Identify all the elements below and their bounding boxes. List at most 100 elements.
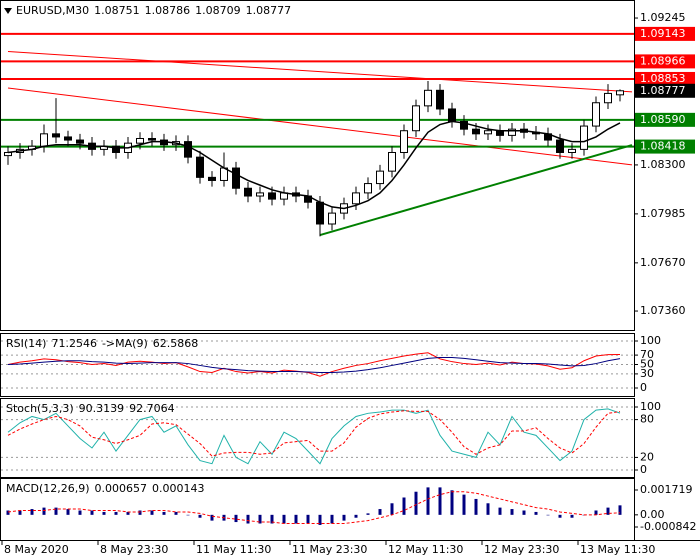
candle-body — [400, 130, 408, 153]
candle-body — [568, 148, 576, 153]
header-part: 71.2546 — [51, 337, 97, 350]
header-part: MACD(12,26,9) — [6, 482, 90, 495]
macd-bar — [498, 507, 502, 515]
macd-bar — [6, 510, 10, 515]
macd-bar — [342, 514, 346, 521]
macd-bar — [198, 514, 202, 518]
trend-line — [7, 87, 633, 166]
macd-bar — [282, 514, 286, 524]
macd-bar — [366, 513, 370, 515]
macd-bar — [378, 509, 382, 515]
candle-body — [556, 139, 564, 153]
header-part: 90.3139 — [79, 402, 125, 415]
candle-body — [592, 102, 600, 127]
candle-body — [76, 139, 84, 144]
macd-bar — [486, 503, 490, 515]
panel-header: RSI(14) 71.2546 ->MA(9) 62.5868 — [6, 337, 198, 350]
panel-header: MACD(12,26,9) 0.000657 0.000143 — [6, 482, 205, 495]
trend-line — [7, 50, 633, 93]
y-tick-label: 0.00 — [640, 508, 665, 521]
macd-bar — [294, 514, 298, 524]
header-part: 0.000657 — [95, 482, 148, 495]
y-tick-label: 100 — [640, 334, 661, 347]
candle-body — [256, 192, 264, 197]
y-tick-label: 0.001719 — [640, 483, 693, 496]
x-tick-label: 11 May 23:30 — [292, 543, 367, 556]
candle-body — [580, 125, 588, 150]
macd-bar — [186, 514, 190, 516]
panel-frame — [0, 398, 635, 478]
y-tick-label: -0.000842 — [640, 520, 696, 533]
macd-bar — [450, 490, 454, 515]
macd-bar — [546, 514, 550, 516]
level-tag — [635, 71, 695, 86]
candle-body — [64, 136, 72, 141]
candle-body — [244, 187, 252, 197]
candle-body — [472, 128, 480, 135]
panel-header: EURUSD,M30 1.08751 1.08786 1.08709 1.08777 — [16, 4, 291, 17]
macd-bar — [78, 510, 82, 515]
macd-bar — [126, 511, 130, 515]
level-tag-label: 1.08853 — [640, 72, 686, 85]
candle-body — [484, 130, 492, 135]
macd-bar — [618, 505, 622, 515]
macd-bar — [570, 514, 574, 518]
macd-bar — [66, 509, 70, 515]
header-part: 1.08777 — [246, 4, 292, 17]
macd-bar — [150, 510, 154, 515]
macd-bar — [522, 510, 526, 515]
candle-body — [604, 92, 612, 104]
panel-frame — [0, 0, 635, 331]
macd-bar — [594, 510, 598, 515]
menu-triangle — [4, 8, 12, 14]
y-tick-label: 80 — [640, 413, 654, 426]
macd-bar — [18, 510, 22, 515]
macd-bar — [162, 511, 166, 515]
macd-bar — [354, 514, 358, 518]
candle-body — [112, 145, 120, 153]
indicator-line — [7, 356, 621, 373]
y-tick-label: 1.07360 — [640, 304, 686, 317]
level-tag-label: 1.09143 — [640, 27, 686, 40]
x-tick-label: 12 May 23:30 — [484, 543, 559, 556]
candle-body — [436, 89, 444, 110]
panel-header: Stoch(5,3,3) 90.3139 92.7064 — [6, 402, 175, 415]
candle-body — [412, 105, 420, 132]
macd-bar — [426, 487, 430, 515]
macd-bar — [510, 509, 514, 515]
macd-bar — [558, 514, 562, 518]
candle-body — [40, 133, 48, 147]
macd-bar — [90, 510, 94, 515]
macd-bar — [330, 514, 334, 524]
x-tick-label: 12 May 11:30 — [388, 543, 463, 556]
header-part: 1.08709 — [195, 4, 241, 17]
y-tick-label: 0 — [640, 463, 647, 476]
candle-body — [328, 212, 336, 225]
macd-bar — [258, 514, 262, 524]
candle-body — [208, 176, 216, 181]
macd-bar — [270, 514, 274, 524]
macd-bar — [210, 514, 214, 521]
candle-body — [460, 120, 468, 130]
header-part: 1.08786 — [145, 4, 191, 17]
candle-body — [268, 192, 276, 200]
macd-bar — [414, 491, 418, 515]
x-tick-label: 8 May 2020 — [4, 543, 69, 556]
macd-bar — [534, 511, 538, 515]
level-tag-label: 1.08590 — [640, 113, 686, 126]
candle-body — [424, 89, 432, 107]
macd-bar — [114, 511, 118, 515]
candle-body — [316, 201, 324, 225]
macd-bar — [234, 514, 238, 523]
signal-line — [7, 491, 621, 524]
y-tick-label: 20 — [640, 450, 654, 463]
y-tick-label: 100 — [640, 400, 661, 413]
candle-body — [508, 128, 516, 136]
y-tick-label: 1.08300 — [640, 158, 686, 171]
header-part: RSI(14) — [6, 337, 46, 350]
level-tag — [635, 26, 695, 41]
header-part: ->MA(9) — [102, 337, 148, 350]
macd-bar — [246, 514, 250, 524]
